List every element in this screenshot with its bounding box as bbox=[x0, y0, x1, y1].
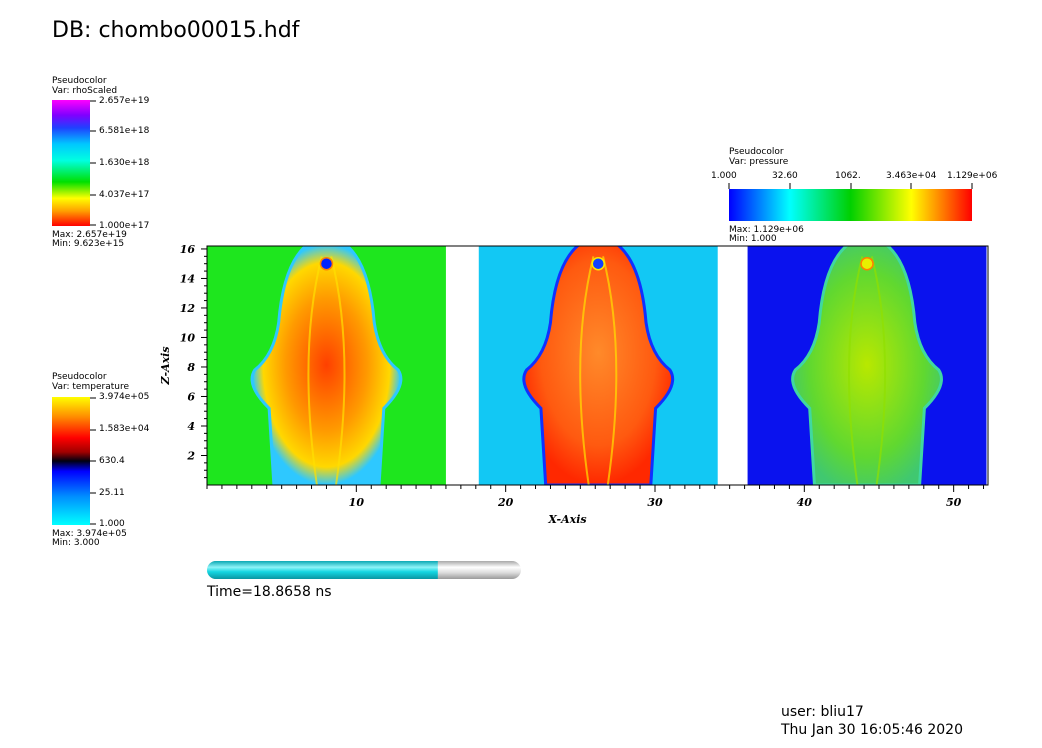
heatmap-panel-pressure bbox=[747, 246, 987, 485]
pressure-tick-label: 1.129e+06 bbox=[947, 171, 998, 181]
pressure-legend-max: Max: 1.129e+06 bbox=[729, 225, 804, 235]
rho-legend-plot: Pseudocolor bbox=[52, 76, 107, 86]
y-tick-label: 14 bbox=[180, 272, 195, 285]
y-tick-label: 2 bbox=[186, 449, 195, 462]
pressure-tick-label: 1.000 bbox=[711, 171, 737, 181]
db-title: DB: chombo00015.hdf bbox=[52, 18, 300, 43]
time-progress-bar bbox=[207, 561, 521, 579]
x-tick-label: 30 bbox=[647, 496, 663, 509]
temperature-tick-label: 1.583e+04 bbox=[99, 424, 150, 434]
jet-region bbox=[791, 246, 943, 485]
rho-legend-header: Pseudocolor Var: rhoScaled bbox=[52, 76, 117, 96]
temperature-tick-label: 1.000 bbox=[99, 519, 125, 529]
pressure-legend-minmax: Max: 1.129e+06 Min: 1.000 bbox=[729, 226, 804, 244]
y-tick-label: 8 bbox=[187, 361, 195, 374]
pressure-tick-label: 3.463e+04 bbox=[886, 171, 937, 181]
rho-tick-label: 2.657e+19 bbox=[99, 96, 150, 106]
x-tick-label: 20 bbox=[497, 496, 514, 509]
rho-legend-max: Max: 2.657e+19 bbox=[52, 230, 127, 240]
rho-tick-label: 4.037e+17 bbox=[99, 190, 150, 200]
jet-head bbox=[591, 256, 605, 271]
user-info: user: bliu17 Thu Jan 30 16:05:46 2020 bbox=[781, 703, 963, 739]
jet-filament bbox=[847, 256, 887, 485]
x-tick-label: 10 bbox=[349, 496, 365, 509]
y-tick-label: 16 bbox=[180, 243, 196, 256]
temperature-tick-label: 3.974e+05 bbox=[99, 392, 150, 402]
rho-tick-label: 1.630e+18 bbox=[99, 158, 150, 168]
pressure-colorbar bbox=[728, 183, 973, 221]
time-progress-fill bbox=[207, 561, 438, 579]
jet-head bbox=[319, 256, 334, 271]
y-tick-label: 12 bbox=[180, 302, 196, 315]
x-tick-label: 40 bbox=[797, 496, 813, 509]
temperature-legend-max: Max: 3.974e+05 bbox=[52, 529, 127, 539]
rho-legend-var: Var: rhoScaled bbox=[52, 86, 118, 96]
temperature-legend-header: Pseudocolor Var: temperature bbox=[52, 372, 129, 392]
jet-filament bbox=[579, 256, 618, 485]
rho-colorbar bbox=[52, 100, 96, 226]
y-tick-label: 6 bbox=[187, 390, 195, 403]
temperature-legend-var: Var: temperature bbox=[52, 382, 129, 392]
pressure-legend-header: Pseudocolor Var: pressure bbox=[729, 147, 788, 167]
temperature-tick-label: 630.4 bbox=[99, 456, 125, 466]
jet-filament bbox=[307, 256, 346, 485]
jet-region bbox=[522, 246, 675, 485]
x-axis-title: X-Axis bbox=[547, 513, 586, 526]
time-label: Time=18.8658 ns bbox=[207, 584, 332, 600]
heatmap-panel-temperature bbox=[478, 246, 718, 485]
pressure-legend-var: Var: pressure bbox=[729, 157, 789, 167]
temperature-legend-plot: Pseudocolor bbox=[52, 372, 107, 382]
y-tick-label: 10 bbox=[180, 331, 196, 344]
rho-legend-minmax: Max: 2.657e+19 Min: 9.623e+15 bbox=[52, 231, 127, 249]
pressure-tick-label: 1062. bbox=[835, 171, 861, 181]
timestamp: Thu Jan 30 16:05:46 2020 bbox=[781, 722, 963, 738]
temperature-colorbar bbox=[52, 397, 96, 525]
heatmap-panel-rhoScaled bbox=[207, 246, 446, 485]
main-plot: 10 20 30 40 50 2 4 6 8 10 12 14 16 X-Axis Z-Axis bbox=[159, 243, 989, 526]
rho-tick-label: 1.000e+17 bbox=[99, 221, 150, 231]
pressure-legend-plot: Pseudocolor bbox=[729, 147, 784, 157]
jet-head bbox=[860, 256, 874, 271]
user-name: user: bliu17 bbox=[781, 704, 864, 720]
pressure-tick-label: 32.60 bbox=[772, 171, 798, 181]
plot-frame bbox=[206, 245, 989, 486]
jet-region bbox=[250, 246, 403, 485]
pressure-legend-min: Min: 1.000 bbox=[729, 234, 777, 244]
y-axis-title: Z-Axis bbox=[159, 346, 172, 385]
temperature-tick-label: 25.11 bbox=[99, 488, 125, 498]
x-tick-label: 50 bbox=[946, 496, 962, 509]
rho-legend-min: Min: 9.623e+15 bbox=[52, 239, 125, 249]
temperature-legend-min: Min: 3.000 bbox=[52, 538, 100, 548]
temperature-legend-minmax: Max: 3.974e+05 Min: 3.000 bbox=[52, 530, 127, 548]
rho-tick-label: 6.581e+18 bbox=[99, 126, 150, 136]
y-tick-label: 4 bbox=[187, 420, 195, 433]
